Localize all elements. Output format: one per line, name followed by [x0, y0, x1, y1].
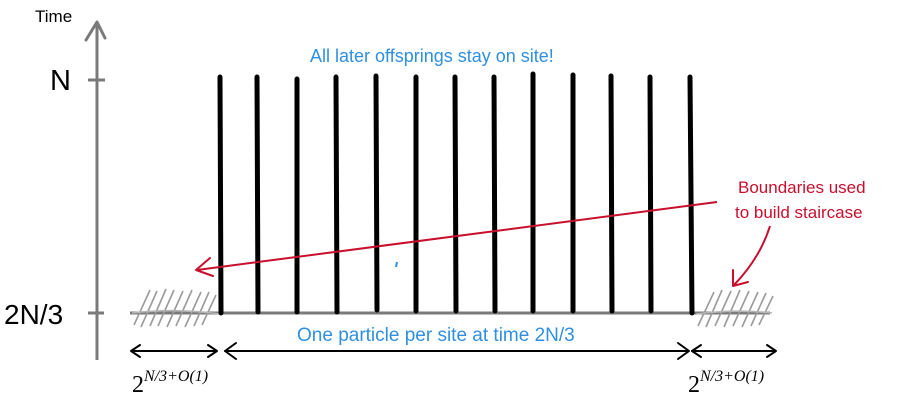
- particle-bar: [452, 74, 459, 314]
- width-arrows: [130, 342, 777, 360]
- right-width-label: 2N/3+O(1): [688, 368, 764, 398]
- particle-bar: [373, 73, 380, 313]
- time-axis-arrowhead: [84, 20, 107, 42]
- right-boundary-pointer: [732, 225, 771, 287]
- left-width-base: 2: [132, 372, 144, 398]
- right-width-arrow-head-right: [766, 344, 777, 358]
- middle-width-arrow-head-right: [677, 342, 690, 360]
- right-boundary-pointer-head: [732, 269, 749, 287]
- particle-bar: [333, 74, 340, 315]
- left-width-arrow-head-left: [130, 344, 141, 358]
- particle-bar: [491, 74, 498, 314]
- boundaries-label-line2: to build staircase: [735, 203, 863, 222]
- particle-bar: [608, 73, 615, 314]
- stray-mark: [395, 261, 398, 268]
- left-width-exponent: N/3+O(1): [143, 368, 208, 385]
- tick-2n3-label: 2N/3: [4, 299, 63, 330]
- left-boundary-hatch: [131, 288, 221, 328]
- right-width-base: 2: [688, 372, 700, 398]
- boundaries-label-line1: Boundaries used: [738, 178, 866, 197]
- left-width-arrow-head-right: [207, 344, 218, 358]
- particle-bars: [217, 71, 695, 316]
- middle-width-arrow-head-left: [224, 342, 237, 360]
- particle-bar: [254, 74, 261, 315]
- right-width-arrow-head-left: [691, 344, 702, 358]
- left-width-label: 2N/3+O(1): [132, 368, 208, 398]
- bottom-caption: One particle per site at time 2N/3: [297, 325, 575, 346]
- particle-bar: [647, 74, 654, 314]
- staircase-arrow-head: [195, 257, 214, 277]
- time-axis: [84, 20, 107, 360]
- right-boundary-hatch: [695, 289, 774, 328]
- staircase-arrow: [195, 201, 718, 277]
- particle-bar: [217, 74, 224, 316]
- top-caption: All later offsprings stay on site!: [310, 46, 554, 66]
- tick-n-label: N: [50, 65, 71, 97]
- right-width-exponent: N/3+O(1): [699, 368, 764, 385]
- particle-bar: [687, 74, 695, 316]
- right-boundary-pointer-curve: [733, 225, 771, 286]
- time-axis-label: Time: [35, 7, 72, 26]
- staircase-arrow-line: [196, 201, 718, 271]
